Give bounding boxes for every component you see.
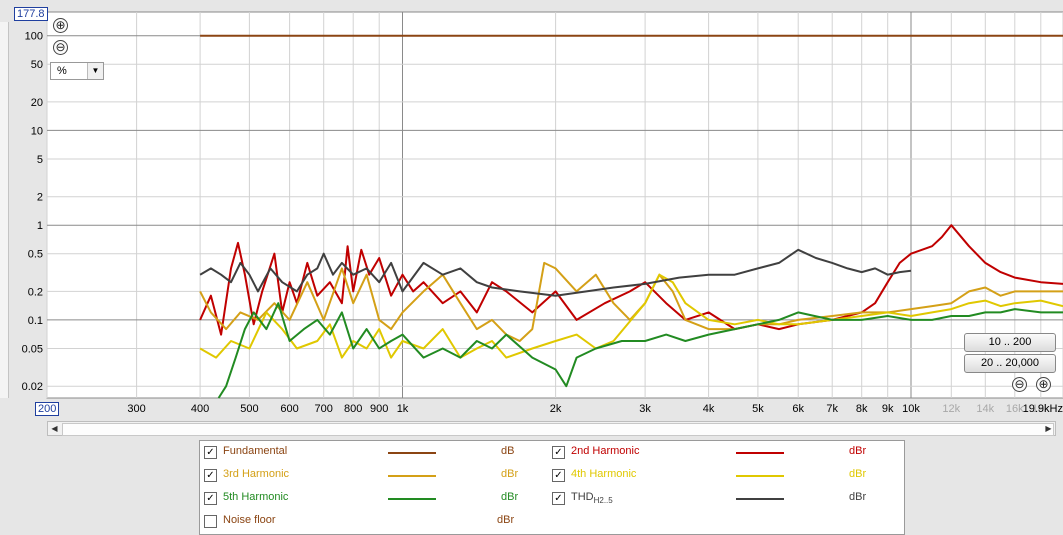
chevron-down-icon[interactable]: ▼ <box>87 63 103 79</box>
x-tick-label: 14k <box>976 403 994 415</box>
y-tick-label: 0.05 <box>22 344 43 356</box>
x-tick-label: 800 <box>344 403 362 415</box>
plot-area[interactable]: 300 400 500 600 700 800 900 1k 2k 3k 4k 5k 6k 7k 8k 9k 1… <box>0 0 1063 420</box>
x-tick-label: 19.9kHz <box>1023 403 1063 415</box>
legend-swatch <box>736 498 784 500</box>
y-tick-label: 2 <box>37 192 43 204</box>
scroll-left-icon[interactable]: ◀ <box>51 424 58 433</box>
x-tick-label: 2k <box>550 403 562 415</box>
legend-swatch <box>388 475 436 477</box>
x-tick-label: 4k <box>703 403 715 415</box>
x-tick-label: 12k <box>942 403 960 415</box>
y-tick-label: 100 <box>25 31 43 43</box>
y-tick-label: 0.1 <box>28 315 43 327</box>
legend-checkbox[interactable]: ✓ <box>204 469 217 482</box>
legend-unit: dBr <box>501 491 519 503</box>
y-zoom-in-icon[interactable]: ⊕ <box>53 18 68 33</box>
x-tick-label: 8k <box>856 403 868 415</box>
legend-unit: dBr <box>497 514 515 526</box>
y-tick-label: 0.5 <box>28 249 43 261</box>
legend-checkbox[interactable]: ✓ <box>204 446 217 459</box>
y-tick-label: 1 <box>37 220 43 232</box>
x-tick-label: 16k <box>1006 403 1024 415</box>
legend-unit: dB <box>501 445 515 457</box>
thd-subscript: H2..5 <box>593 496 613 506</box>
legend-unit: dBr <box>849 445 867 457</box>
legend-label: 4th Harmonic <box>571 468 637 480</box>
legend-swatch <box>736 475 784 477</box>
legend-label: THDH2..5 <box>571 491 613 505</box>
y-tick-label: 50 <box>31 59 43 71</box>
scrollbar-thumb[interactable] <box>62 423 1054 436</box>
x-tick-label: 400 <box>191 403 209 415</box>
grid <box>46 12 1063 398</box>
plot-background <box>46 11 1063 399</box>
scroll-right-icon[interactable]: ▶ <box>1045 424 1052 433</box>
x-tick-label: 18k <box>1032 403 1050 415</box>
series-line-thd <box>199 248 912 297</box>
y-range-top[interactable]: 177.8 <box>14 7 48 21</box>
y-axis: 100 50 20 10 5 2 1 0.5 0.2 0.1 0.05 0.02 <box>22 31 43 394</box>
legend-checkbox[interactable]: ✓ <box>552 492 565 505</box>
legend-checkbox[interactable] <box>204 515 217 528</box>
legend-checkbox[interactable]: ✓ <box>204 492 217 505</box>
legend-swatch <box>736 452 784 454</box>
horizontal-scrollbar[interactable]: ◀ ▶ <box>47 421 1056 436</box>
x-tick-label: 700 <box>315 403 333 415</box>
x-zoom-in-icon[interactable]: ⊕ <box>1036 377 1051 392</box>
x-tick-label: 1k <box>397 403 409 415</box>
x-tick-label: 900 <box>370 403 388 415</box>
x-tick-label: 5k <box>752 403 764 415</box>
unit-select[interactable]: % ▼ <box>50 62 104 80</box>
x-tick-label: 500 <box>240 403 258 415</box>
x-range-left[interactable]: 200 <box>35 402 60 416</box>
legend-label: Noise floor <box>223 514 276 526</box>
series-group <box>199 34 1063 399</box>
series-line-2nd-harmonic <box>199 224 1063 336</box>
x-zoom-out-icon[interactable]: ⊖ <box>1012 377 1027 392</box>
x-tick-label: 600 <box>280 403 298 415</box>
legend-checkbox[interactable]: ✓ <box>552 469 565 482</box>
legend-panel: ✓ Fundamental dB ✓ 2nd Harmonic dBr ✓ 3r… <box>199 440 905 535</box>
legend-label: 3rd Harmonic <box>223 468 290 480</box>
x-tick-label: 10k <box>902 403 920 415</box>
y-tick-label: 0.2 <box>28 286 43 298</box>
legend-checkbox[interactable]: ✓ <box>552 446 565 459</box>
y-zoom-out-icon[interactable]: ⊖ <box>53 40 68 55</box>
legend-swatch <box>388 452 436 454</box>
x-tick-label: 3k <box>639 403 651 415</box>
y-tick-label: 0.02 <box>22 381 43 393</box>
legend-unit: dBr <box>501 468 519 480</box>
x-tick-label: 6k <box>792 403 804 415</box>
series-line-5th-harmonic <box>217 302 1063 399</box>
y-tick-label: 20 <box>31 97 43 109</box>
vertical-scrollbar[interactable] <box>0 22 9 398</box>
range-10-200-button[interactable]: 10 .. 200 <box>964 333 1056 352</box>
x-tick-label: 9k <box>882 403 894 415</box>
legend-swatch <box>388 498 436 500</box>
legend-unit: dBr <box>849 468 867 480</box>
y-tick-label: 5 <box>37 154 43 166</box>
series-line-3rd-harmonic <box>199 261 1063 342</box>
legend-unit: dBr <box>849 491 867 503</box>
legend-label: 5th Harmonic <box>223 491 289 503</box>
range-20-20000-button[interactable]: 20 .. 20,000 <box>964 354 1056 373</box>
y-tick-label: 10 <box>31 125 43 137</box>
legend-label: Fundamental <box>223 445 288 457</box>
x-axis: 300 400 500 600 700 800 900 1k 2k 3k 4k 5k 6k 7k 8k 9k 1… <box>127 403 1063 415</box>
x-tick-label: 300 <box>127 403 145 415</box>
thd-label: THD <box>571 491 594 503</box>
unit-select-value: % <box>57 65 67 77</box>
legend-label: 2nd Harmonic <box>571 445 640 457</box>
x-tick-label: 7k <box>826 403 838 415</box>
